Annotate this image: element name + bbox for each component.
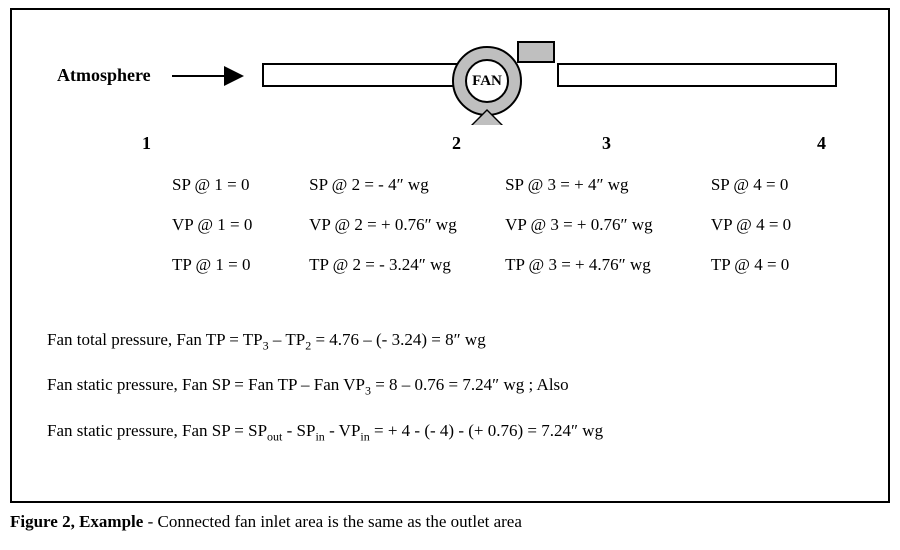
station-1-label: 1 xyxy=(142,133,151,154)
pressure-table: SP @ 1 = 0 SP @ 2 = - 4″ wg SP @ 3 = + 4… xyxy=(12,175,888,295)
caption-bold: Figure 2, Example xyxy=(10,512,143,531)
vp-3: VP @ 3 = + 0.76″ wg xyxy=(505,215,711,235)
fan-tp-equation: Fan total pressure, Fan TP = TP3 – TP2 =… xyxy=(47,330,853,353)
txt: = 4.76 – (- 3.24) = 8″ wg xyxy=(311,330,486,349)
caption-rest: - Connected fan inlet area is the same a… xyxy=(143,512,522,531)
sp-2: SP @ 2 = - 4″ wg xyxy=(309,175,505,195)
sub: in xyxy=(315,429,324,443)
atmosphere-label: Atmosphere xyxy=(57,65,151,86)
tp-4: TP @ 4 = 0 xyxy=(711,255,848,275)
sub: in xyxy=(360,429,369,443)
sp-4: SP @ 4 = 0 xyxy=(711,175,848,195)
fan-label: FAN xyxy=(465,59,509,103)
tp-1: TP @ 1 = 0 xyxy=(172,255,309,275)
txt: - SP xyxy=(282,421,315,440)
fan-sp-equation-1: Fan static pressure, Fan SP = Fan TP – F… xyxy=(47,375,853,398)
fan-outlet-box xyxy=(517,41,555,63)
vp-1: VP @ 1 = 0 xyxy=(172,215,309,235)
station-4-label: 4 xyxy=(817,133,826,154)
outlet-duct xyxy=(557,63,837,87)
txt: = + 4 - (- 4) - (+ 0.76) = 7.24″ wg xyxy=(370,421,603,440)
txt: - VP xyxy=(325,421,361,440)
tp-2: TP @ 2 = - 3.24″ wg xyxy=(309,255,505,275)
vp-4: VP @ 4 = 0 xyxy=(711,215,848,235)
txt: – TP xyxy=(269,330,306,349)
vp-2: VP @ 2 = + 0.76″ wg xyxy=(309,215,505,235)
figure-frame: Atmosphere FAN 1 2 3 4 SP @ 1 = 0 SP @ 2… xyxy=(10,8,890,503)
txt: Fan static pressure, Fan SP = SP xyxy=(47,421,267,440)
txt: Fan total pressure, Fan TP = TP xyxy=(47,330,263,349)
fan-base-icon xyxy=(473,111,501,125)
sp-1: SP @ 1 = 0 xyxy=(172,175,309,195)
fan-schematic: Atmosphere FAN 1 2 3 4 xyxy=(12,35,888,155)
station-2-label: 2 xyxy=(452,133,461,154)
tp-row: TP @ 1 = 0 TP @ 2 = - 3.24″ wg TP @ 3 = … xyxy=(12,255,888,275)
sp-row: SP @ 1 = 0 SP @ 2 = - 4″ wg SP @ 3 = + 4… xyxy=(12,175,888,195)
inlet-duct xyxy=(262,63,467,87)
station-3-label: 3 xyxy=(602,133,611,154)
flow-arrow-icon xyxy=(172,75,242,77)
fan-sp-equation-2: Fan static pressure, Fan SP = SPout - SP… xyxy=(47,421,853,444)
sp-3: SP @ 3 = + 4″ wg xyxy=(505,175,711,195)
txt: = 8 – 0.76 = 7.24″ wg ; Also xyxy=(371,375,569,394)
tp-3: TP @ 3 = + 4.76″ wg xyxy=(505,255,711,275)
sub: out xyxy=(267,429,282,443)
vp-row: VP @ 1 = 0 VP @ 2 = + 0.76″ wg VP @ 3 = … xyxy=(12,215,888,235)
figure-caption: Figure 2, Example - Connected fan inlet … xyxy=(10,512,522,532)
calculation-block: Fan total pressure, Fan TP = TP3 – TP2 =… xyxy=(47,330,853,466)
txt: Fan static pressure, Fan SP = Fan TP – F… xyxy=(47,375,365,394)
